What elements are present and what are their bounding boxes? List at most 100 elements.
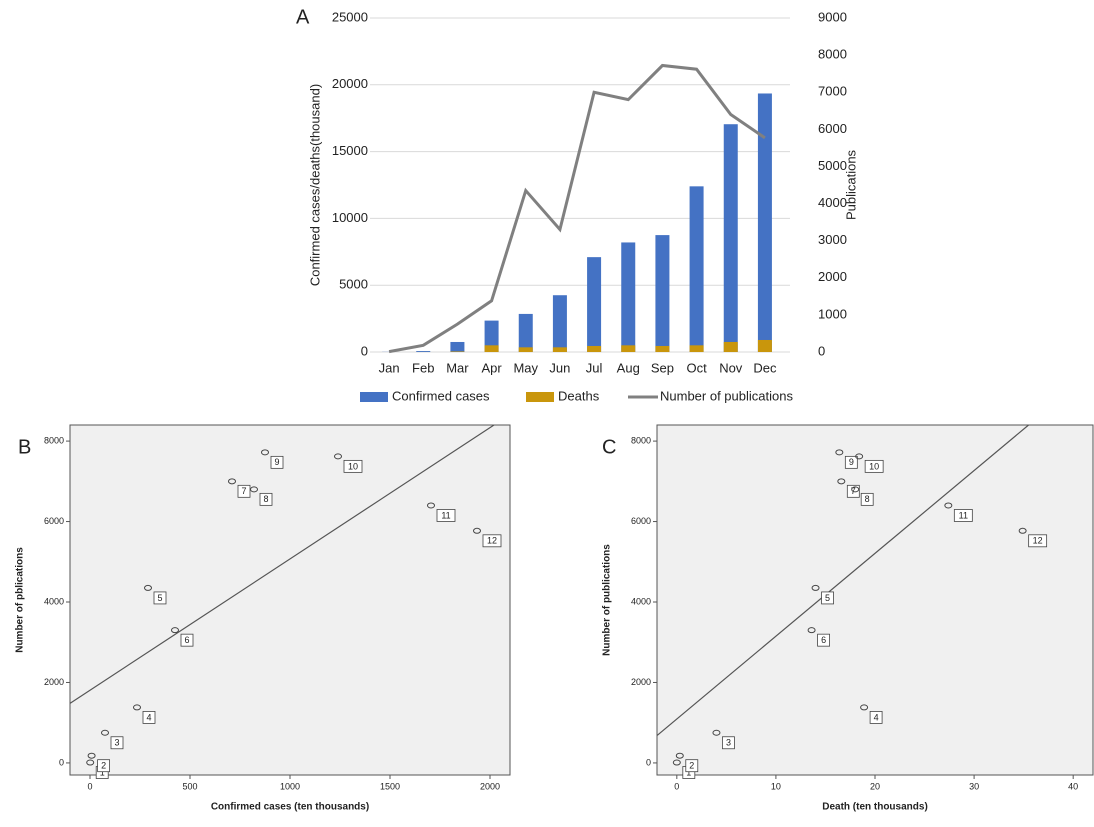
legend-label: Number of publications bbox=[660, 388, 793, 403]
x-tick-label: Dec bbox=[753, 360, 777, 375]
x-tick-label: May bbox=[513, 360, 538, 375]
point-label: 4 bbox=[874, 712, 879, 722]
x-tick-label: Mar bbox=[446, 360, 469, 375]
x-tick-label: 1500 bbox=[380, 781, 400, 791]
y-tick-label: 5000 bbox=[339, 277, 368, 292]
y-tick-label: 4000 bbox=[44, 596, 64, 606]
x-tick-label: Jun bbox=[549, 360, 570, 375]
y2-tick-label: 6000 bbox=[818, 121, 847, 136]
y-axis-label: Confirmed cases/deaths(thousand) bbox=[307, 84, 322, 286]
point-label: 8 bbox=[865, 494, 870, 504]
plot-area bbox=[70, 425, 510, 775]
x-tick-label: 500 bbox=[182, 781, 197, 791]
bar bbox=[655, 346, 669, 352]
point-label: 3 bbox=[114, 738, 119, 748]
y-tick-label: 4000 bbox=[631, 596, 651, 606]
y2-tick-label: 3000 bbox=[818, 232, 847, 247]
y-tick-label: 0 bbox=[59, 757, 64, 767]
point-label: 8 bbox=[263, 494, 268, 504]
y-axis-label: Number of publications bbox=[602, 544, 613, 656]
bar bbox=[690, 345, 704, 352]
y-tick-label: 8000 bbox=[44, 435, 64, 445]
chart-title: B bbox=[18, 436, 31, 458]
y-tick-label: 6000 bbox=[631, 516, 651, 526]
point-label: 10 bbox=[869, 461, 879, 471]
y-tick-label: 25000 bbox=[332, 9, 368, 24]
x-tick-label: Jan bbox=[379, 360, 400, 375]
x-tick-label: 30 bbox=[969, 781, 979, 791]
bar bbox=[553, 295, 567, 352]
y-tick-label: 10000 bbox=[332, 210, 368, 225]
bar bbox=[587, 346, 601, 352]
y2-tick-label: 0 bbox=[818, 343, 825, 358]
x-tick-label: Oct bbox=[686, 360, 707, 375]
x-axis-label: Confirmed cases (ten thousands) bbox=[211, 802, 369, 813]
y-tick-label: 8000 bbox=[631, 435, 651, 445]
point-label: 11 bbox=[441, 510, 450, 520]
bar bbox=[655, 235, 669, 352]
legend-swatch bbox=[360, 392, 388, 402]
bar bbox=[485, 345, 499, 352]
chart-title: C bbox=[602, 436, 616, 458]
bar bbox=[450, 351, 464, 352]
point-label: 5 bbox=[157, 593, 162, 603]
point-label: 12 bbox=[487, 536, 497, 546]
point-label: 7 bbox=[241, 486, 246, 496]
point-label: 4 bbox=[146, 712, 151, 722]
point-label: 6 bbox=[821, 635, 826, 645]
bar bbox=[690, 186, 704, 352]
y-tick-label: 6000 bbox=[44, 516, 64, 526]
point-label: 10 bbox=[348, 461, 358, 471]
bar bbox=[450, 342, 464, 352]
bar bbox=[587, 257, 601, 352]
y2-axis-label: Publications bbox=[843, 149, 858, 220]
y-tick-label: 15000 bbox=[332, 143, 368, 158]
x-tick-label: 10 bbox=[771, 781, 781, 791]
legend-swatch bbox=[526, 392, 554, 402]
y2-tick-label: 1000 bbox=[818, 306, 847, 321]
y-tick-label: 20000 bbox=[332, 76, 368, 91]
y2-tick-label: 2000 bbox=[818, 269, 847, 284]
x-tick-label: 0 bbox=[674, 781, 679, 791]
point-label: 2 bbox=[101, 761, 106, 771]
chart-title: A bbox=[296, 6, 310, 28]
point-label: 5 bbox=[825, 593, 830, 603]
x-tick-label: 20 bbox=[870, 781, 880, 791]
point-label: 6 bbox=[184, 635, 189, 645]
bar bbox=[553, 347, 567, 352]
x-tick-label: Sep bbox=[651, 360, 674, 375]
y-tick-label: 0 bbox=[361, 343, 368, 358]
bar bbox=[758, 93, 772, 352]
bar bbox=[621, 345, 635, 352]
x-axis-label: Death (ten thousands) bbox=[822, 802, 928, 813]
point-label: 9 bbox=[849, 457, 854, 467]
y2-tick-label: 8000 bbox=[818, 47, 847, 62]
legend-label: Deaths bbox=[558, 388, 600, 403]
x-tick-label: 2000 bbox=[480, 781, 500, 791]
bar bbox=[519, 314, 533, 352]
point-label: 2 bbox=[689, 761, 694, 771]
y-tick-label: 2000 bbox=[44, 677, 64, 687]
x-tick-label: Feb bbox=[412, 360, 434, 375]
y-tick-label: 0 bbox=[646, 757, 651, 767]
x-tick-label: Aug bbox=[617, 360, 640, 375]
point-label: 9 bbox=[274, 457, 279, 467]
point-label: 3 bbox=[726, 738, 731, 748]
x-tick-label: 1000 bbox=[280, 781, 300, 791]
bar bbox=[621, 242, 635, 352]
bar bbox=[758, 340, 772, 352]
publication-line bbox=[389, 66, 765, 352]
y2-tick-label: 7000 bbox=[818, 84, 847, 99]
bar bbox=[519, 347, 533, 352]
bar bbox=[724, 342, 738, 352]
y2-tick-label: 9000 bbox=[818, 9, 847, 24]
x-tick-label: Apr bbox=[481, 360, 502, 375]
x-tick-label: 0 bbox=[87, 781, 92, 791]
y-tick-label: 2000 bbox=[631, 677, 651, 687]
point-label: 11 bbox=[959, 510, 968, 520]
x-tick-label: 40 bbox=[1068, 781, 1078, 791]
x-tick-label: Nov bbox=[719, 360, 743, 375]
point-label: 12 bbox=[1033, 536, 1043, 546]
